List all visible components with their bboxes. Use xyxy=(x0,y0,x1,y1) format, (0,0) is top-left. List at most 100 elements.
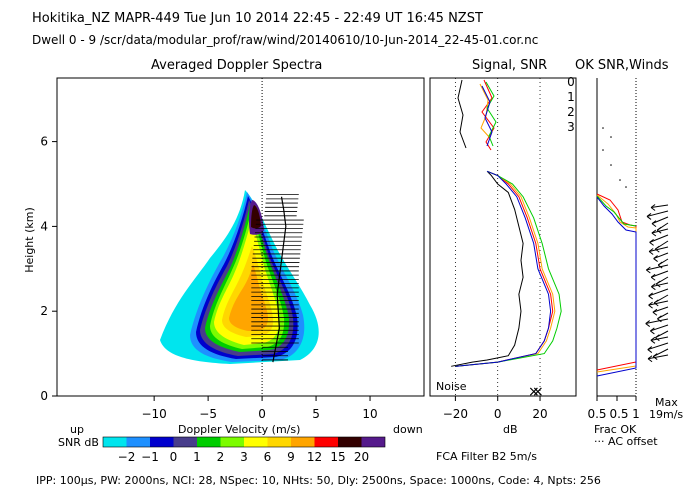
wind-arrow-head xyxy=(649,241,654,246)
wind-arrow xyxy=(647,342,669,351)
wind-arrow-head xyxy=(648,301,653,306)
legend-entry-1: 1 xyxy=(567,90,575,104)
spectra-panel: −10 −5 0 5 10 0 2 4 6 xyxy=(40,77,425,421)
colorbar-tick-label: 2 xyxy=(217,450,225,464)
colorbar-swatch xyxy=(267,437,291,447)
wind-arrow-head xyxy=(647,346,653,350)
y-tick-label: 6 xyxy=(40,135,48,149)
ok-frac-green xyxy=(596,195,637,227)
up-label: up xyxy=(70,423,84,436)
wind-arrow-head xyxy=(647,358,653,363)
signal-upper-traces xyxy=(457,79,497,151)
fca-filter-label: FCA Filter B2 5m/s xyxy=(436,450,537,463)
wind-arrow-head xyxy=(650,204,656,208)
signal-lines xyxy=(451,170,562,367)
y-tick-label: 0 xyxy=(40,389,48,403)
contour-snr-12 xyxy=(229,264,268,331)
wind-arrow-head xyxy=(650,207,656,211)
wind-arrow-head xyxy=(654,245,660,250)
colorbar-tick-label: 9 xyxy=(287,450,295,464)
spectra-axes: −10 −5 0 5 10 0 2 4 6 xyxy=(40,135,377,421)
wind-arrow xyxy=(652,306,669,313)
wind-arrow-head xyxy=(648,248,654,252)
signal-axes: −20 0 20 xyxy=(443,396,548,421)
spectra-title: Averaged Doppler Spectra xyxy=(151,58,322,73)
signal-grid xyxy=(454,78,541,396)
db-label: dB xyxy=(503,423,518,436)
wind-arrow-head xyxy=(657,261,663,266)
wind-arrow-head xyxy=(648,295,653,300)
colorbar-swatch xyxy=(126,437,150,447)
signal-x-tick-label: 20 xyxy=(532,407,547,421)
wind-arrow xyxy=(653,252,669,260)
x-tick-label: −10 xyxy=(141,407,166,421)
snr-colorbar: SNR dB −2 −1 0 1 2 3 6 9 12 15 20 xyxy=(58,436,386,464)
colorbar-swatch xyxy=(314,437,338,447)
colorbar-swatches xyxy=(102,436,386,448)
wind-arrow-head xyxy=(653,258,658,262)
wind-arrow-head xyxy=(648,304,653,309)
wind-arrow-head xyxy=(650,273,656,278)
signal-series-1 xyxy=(455,170,556,367)
y-axis-label: Height (km) xyxy=(23,207,36,273)
wind-arrow xyxy=(646,264,669,271)
wind-arrow xyxy=(651,228,669,234)
upper-trace-3 xyxy=(481,85,493,147)
max-label: Max xyxy=(655,396,678,409)
wind-arrow-head xyxy=(653,299,659,304)
x-tick-label: 10 xyxy=(362,407,377,421)
colorbar-label: SNR dB xyxy=(58,436,99,449)
wind-arrow-head xyxy=(646,213,652,217)
wind-arrow xyxy=(649,234,669,243)
wind-arrow-head xyxy=(650,336,656,341)
x-tick-label: 0 xyxy=(258,407,266,421)
wind-arrow xyxy=(647,354,669,360)
signal-series-3 xyxy=(455,170,552,367)
colorbar-tick-label: 3 xyxy=(240,450,248,464)
legend-entry-0: 0 xyxy=(567,75,575,89)
wind-arrow-head xyxy=(651,232,657,237)
header-line1: Hokitika_NZ MAPR-449 Tue Jun 10 2014 22:… xyxy=(32,11,483,26)
ac-offset-label: ··· AC offset xyxy=(594,435,658,448)
wind-arrow xyxy=(650,324,669,332)
wind-arrow-head xyxy=(651,283,656,288)
colorbar-swatch xyxy=(338,437,362,447)
wind-arrow-head xyxy=(650,339,656,344)
legend-entry-3: 3 xyxy=(567,120,575,134)
colorbar-tick-label: 12 xyxy=(307,450,322,464)
wind-barbs xyxy=(645,204,669,363)
footer-params: IPP: 100μs, PW: 2000ns, NCI: 28, NSpec: … xyxy=(36,474,601,487)
wind-arrow-head xyxy=(655,334,660,339)
signal-title: Signal, SNR xyxy=(472,58,547,73)
colorbar-tick-label: −1 xyxy=(141,450,159,464)
colorbar-tick-label: 20 xyxy=(354,450,369,464)
wind-arrow xyxy=(651,270,669,278)
colorbar-swatch xyxy=(103,437,127,447)
wind-arrow-head xyxy=(647,349,653,353)
contour-core-top2 xyxy=(251,205,261,229)
doppler-velocity-label: Doppler Velocity (m/s) xyxy=(178,423,300,436)
dot xyxy=(610,164,612,166)
colorbar-tick-label: 15 xyxy=(330,450,345,464)
wind-arrow-head xyxy=(651,220,657,225)
wind-arrow-head xyxy=(646,269,651,274)
colorbar-swatch xyxy=(361,437,385,447)
dot xyxy=(625,186,627,188)
wind-arrow-head xyxy=(650,330,655,335)
wind-arrow-head xyxy=(650,276,656,281)
colorbar-frame xyxy=(102,436,386,448)
wind-arrow xyxy=(651,216,669,225)
x-tick-label: −5 xyxy=(199,407,217,421)
wind-arrow-head xyxy=(655,280,661,285)
noise-marker-3: × xyxy=(532,384,544,400)
wind-arrow-head xyxy=(652,308,658,313)
upper-trace-0 xyxy=(481,79,495,151)
wind-arrow xyxy=(649,246,669,253)
colorbar-swatch xyxy=(197,437,221,447)
colorbar-swatch xyxy=(244,437,268,447)
wind-arrow-head xyxy=(647,355,653,360)
wind-arrow xyxy=(648,288,669,297)
wind-arrow-head xyxy=(656,226,662,231)
